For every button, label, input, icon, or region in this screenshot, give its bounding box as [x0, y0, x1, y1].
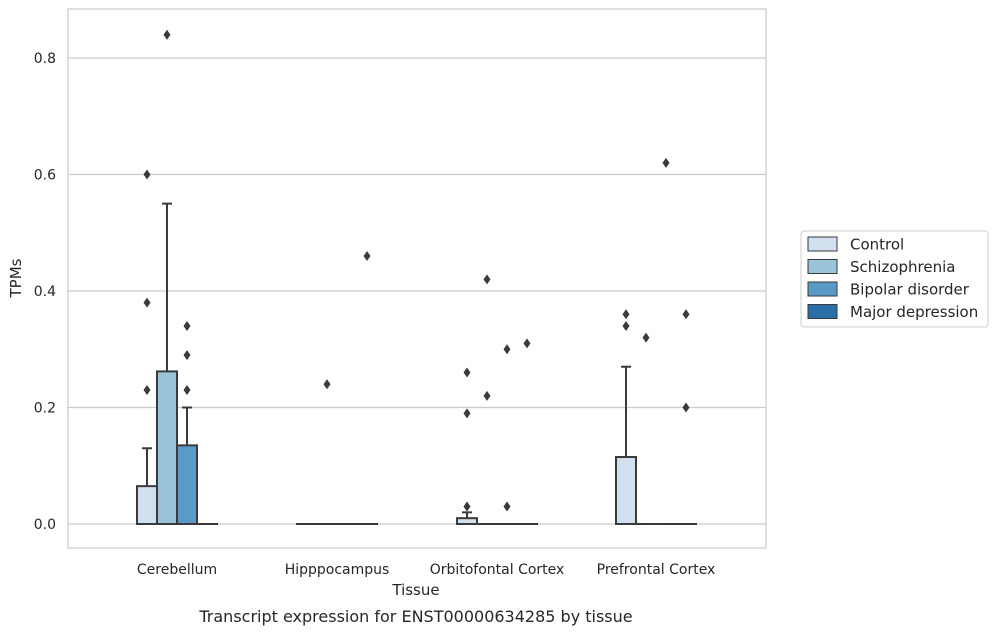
y-tick-label: 0.6: [34, 168, 56, 184]
y-tick-labels: 0.0 0.2 0.4 0.6 0.8: [34, 51, 56, 533]
legend: Control Schizophrenia Bipolar disorder Majo…: [800, 230, 989, 328]
outlier-point: [682, 309, 690, 320]
box-body: [136, 485, 158, 526]
x-tick-label: Orbitofontal Cortex: [430, 562, 565, 578]
x-tick-label: Hipppocampus: [285, 562, 390, 578]
box-schizophrenia: [156, 29, 178, 526]
outlier-point: [622, 309, 630, 320]
outlier-point: [163, 29, 171, 40]
legend-label: Bipolar disorder: [850, 281, 970, 299]
x-tick-labels: Cerebellum Hipppocampus Orbitofontal Corte…: [137, 562, 715, 578]
box-control: [136, 169, 158, 526]
x-tick-label: Prefrontal Cortex: [597, 562, 716, 578]
box-major-depression: [675, 309, 697, 526]
chart-caption: Transcript expression for ENST0000063428…: [198, 607, 632, 626]
box-schizophrenia: [316, 379, 338, 526]
y-tick-label: 0.4: [34, 284, 56, 300]
outlier-point: [682, 402, 690, 413]
plot-frame: [67, 8, 767, 549]
legend-swatch: [807, 236, 838, 252]
outlier-point: [483, 274, 491, 285]
outlier-point: [183, 350, 191, 361]
legend-label: Schizophrenia: [850, 258, 955, 276]
box-body: [176, 444, 198, 525]
outlier-point: [483, 390, 491, 401]
outlier-point: [523, 338, 531, 349]
legend-frame: [800, 230, 989, 328]
x-axis-label: Tissue: [391, 581, 439, 599]
outlier-point: [463, 367, 471, 378]
outlier-point: [503, 344, 511, 355]
box-bipolar-disorder: [496, 344, 518, 526]
outlier-point: [503, 501, 511, 512]
y-tick-label: 0.0: [34, 517, 56, 533]
box-major-depression: [356, 251, 378, 526]
box-schizophrenia: [635, 332, 657, 526]
y-tick-label: 0.8: [34, 51, 56, 67]
x-tick-label: Cerebellum: [137, 562, 217, 578]
outlier-point: [143, 297, 151, 308]
legend-swatch: [807, 281, 838, 297]
outlier-point: [183, 320, 191, 331]
outlier-point: [662, 157, 670, 168]
outlier-point: [143, 385, 151, 396]
legend-swatch: [807, 304, 838, 319]
legend-label: Control: [850, 236, 904, 254]
outlier-point: [463, 501, 471, 512]
box-schizophrenia: [476, 274, 498, 526]
box-control: [615, 309, 637, 526]
outlier-point: [463, 408, 471, 419]
y-axis-label: TPMs: [7, 258, 25, 298]
box-plots: [136, 29, 697, 526]
outlier-point: [183, 385, 191, 396]
legend-label: Major depression: [850, 303, 978, 321]
box-control: [456, 367, 478, 525]
outlier-point: [363, 251, 371, 262]
y-tick-label: 0.2: [34, 401, 56, 417]
box-body: [156, 370, 178, 526]
box-bipolar-disorder: [176, 320, 198, 525]
outlier-point: [143, 169, 151, 180]
outlier-point: [642, 332, 650, 343]
legend-swatch: [807, 259, 838, 274]
outlier-point: [622, 320, 630, 331]
box-body: [615, 456, 637, 526]
box-bipolar-disorder: [655, 157, 677, 526]
box-major-depression: [516, 338, 538, 526]
outlier-point: [323, 379, 331, 390]
